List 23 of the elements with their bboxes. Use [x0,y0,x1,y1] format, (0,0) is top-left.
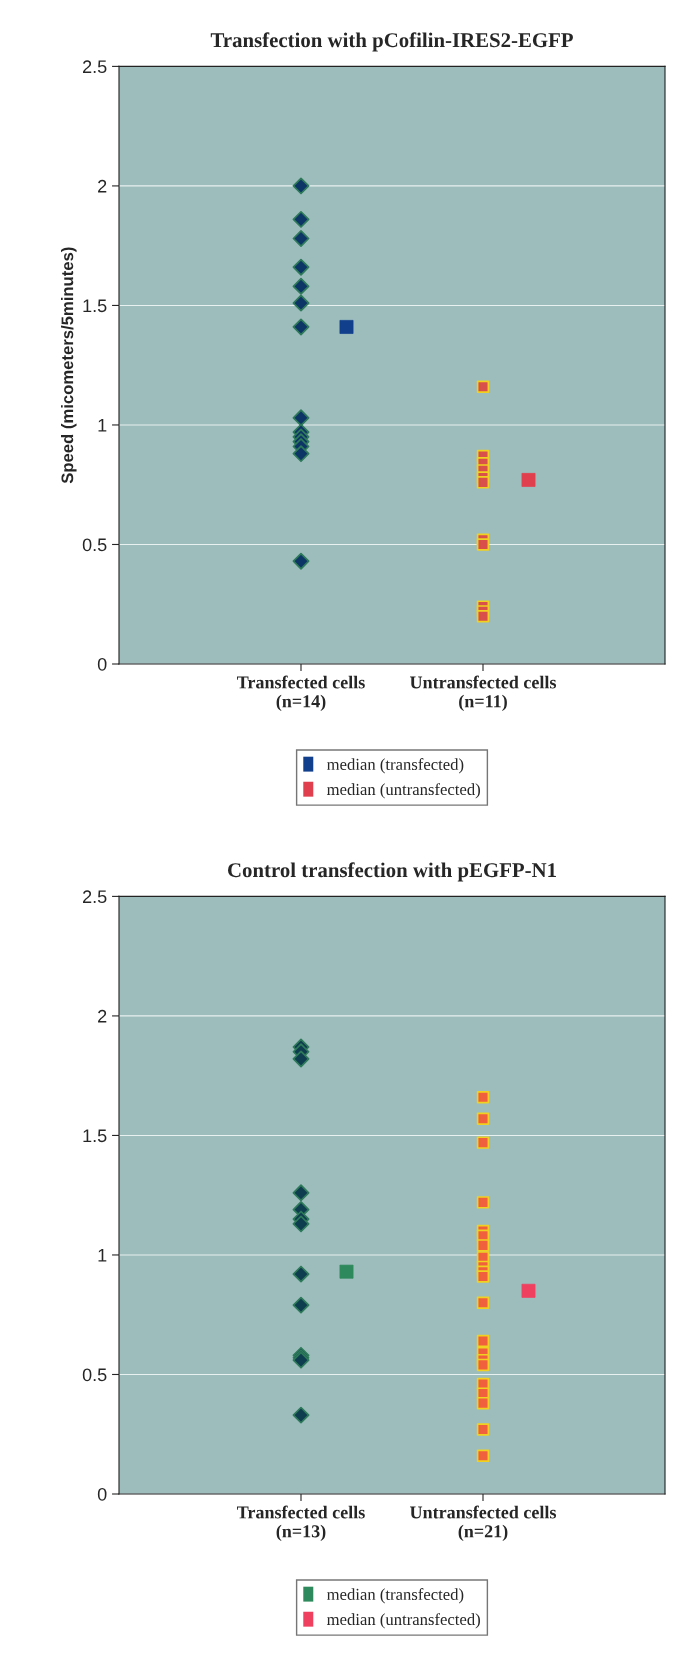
y-tick-label: 2.5 [83,60,107,74]
y-tick-label: 0.5 [82,1368,107,1382]
y-tick-label: 1 [98,419,107,432]
legend-label: median (untransfected) [326,783,480,799]
y-tick-label: 2 [98,1009,107,1023]
y-tick-label: 1 [98,1249,107,1262]
y-tick-label: 0 [97,657,107,671]
y-tick-label: 2 [98,179,107,193]
legend-label: median (untransfected) [326,1613,480,1629]
y-tick-label: 0 [97,1487,107,1501]
y-tick-label: 0.5 [82,538,107,552]
y-tick-label: 2.5 [83,890,107,904]
x-tick-label: Untransfected cells (n=21) [409,1505,557,1542]
x-tick-label: Transfected cells (n=13) [237,1505,365,1542]
x-tick-label: Transfected cells (n=14) [237,675,365,712]
chart-title: Transfection with pCofilin-IRES2-EGFP [210,32,573,52]
y-tick-label: 1.5 [83,299,107,313]
x-tick-label: Untransfected cells (n=11) [409,675,557,712]
y-tick-label: 1.5 [83,1129,107,1143]
legend-label: median (transfected) [326,1588,464,1604]
legend-label: median (transfected) [326,758,464,774]
y-axis-title: Speed (micometers/5minutes) [61,247,77,484]
chart-title: Control transfection with pEGFP-N1 [228,862,556,882]
